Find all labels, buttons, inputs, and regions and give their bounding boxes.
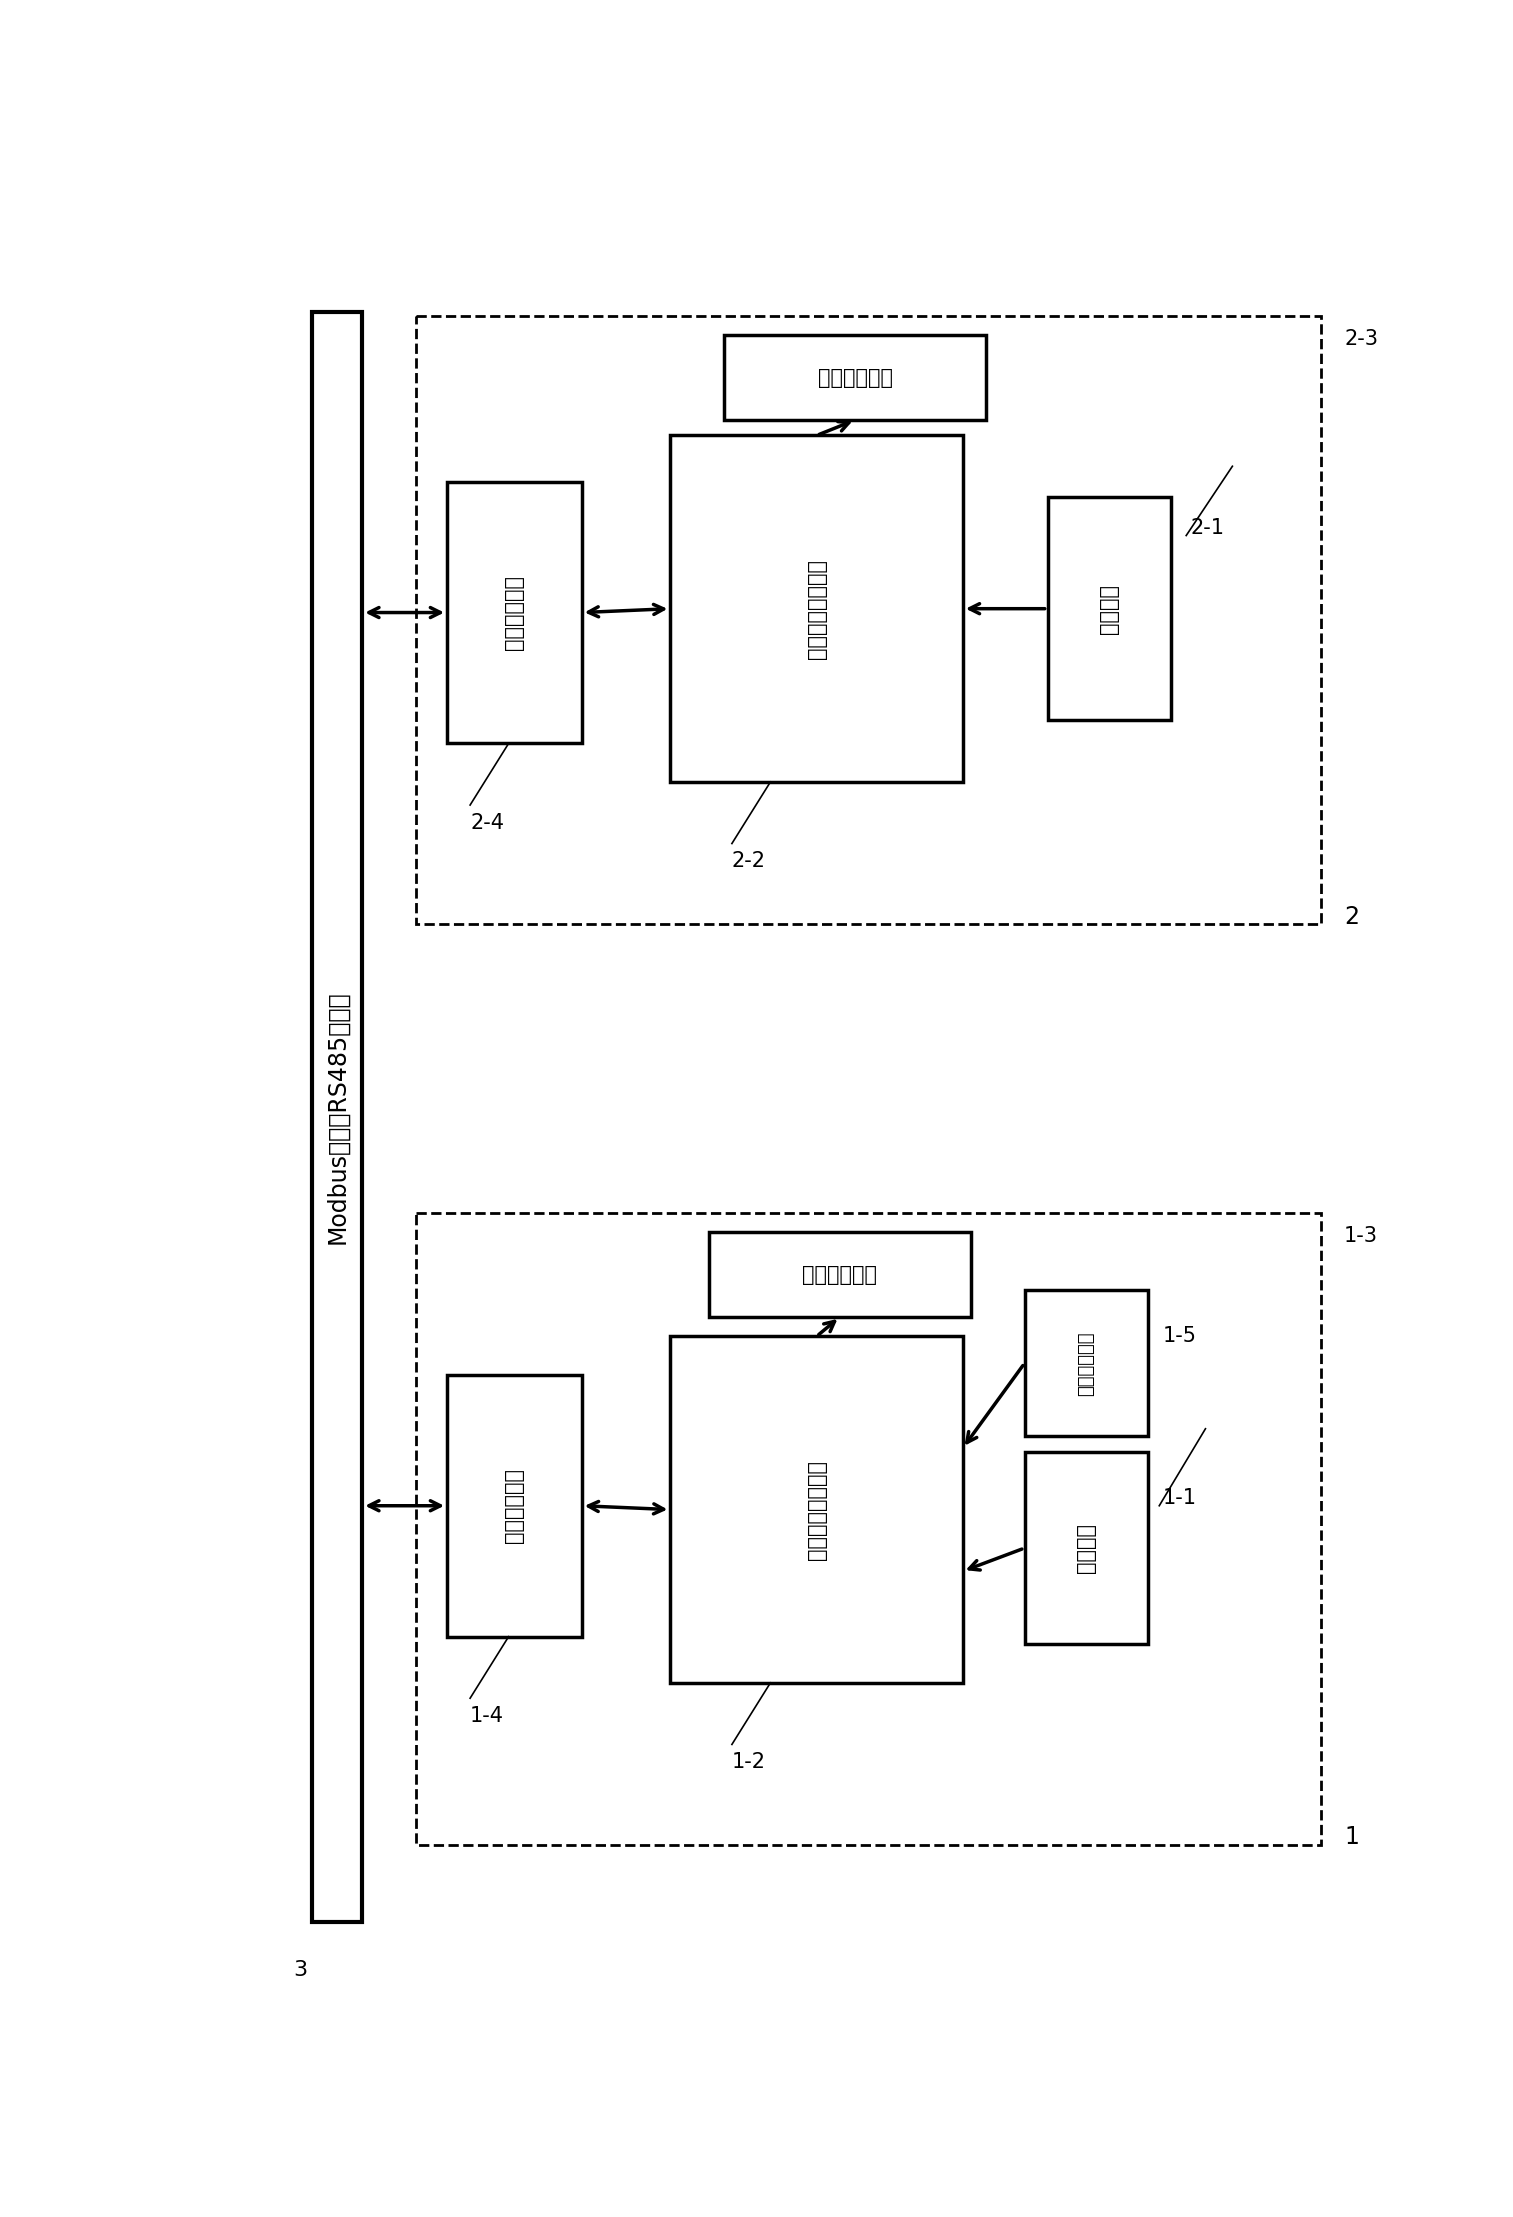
Bar <box>708 1233 971 1317</box>
Text: 1: 1 <box>1344 1825 1359 1849</box>
Text: 2: 2 <box>1344 905 1359 929</box>
Text: 1-1: 1-1 <box>1163 1488 1197 1508</box>
Text: 2-1: 2-1 <box>1191 519 1224 539</box>
Text: 第一微处理器单元: 第一微处理器单元 <box>806 1459 826 1559</box>
Text: 启动发送按鈕: 启动发送按鈕 <box>1077 1330 1095 1394</box>
Bar <box>416 1213 1321 1845</box>
Bar <box>670 1337 962 1683</box>
Bar <box>446 1375 583 1636</box>
Text: 1-2: 1-2 <box>732 1751 766 1771</box>
Text: 2-2: 2-2 <box>732 851 766 871</box>
Text: Modbus总线（RS485总线）: Modbus总线（RS485总线） <box>325 991 350 1244</box>
Bar <box>312 313 362 1922</box>
Bar <box>1024 1290 1148 1437</box>
Text: 第二显示单元: 第二显示单元 <box>817 368 893 388</box>
Bar <box>670 435 962 783</box>
Text: 第二微处理器单元: 第二微处理器单元 <box>806 559 826 658</box>
Text: 1-5: 1-5 <box>1163 1326 1197 1346</box>
Text: 3: 3 <box>294 1960 307 1980</box>
Text: 1-3: 1-3 <box>1344 1226 1378 1246</box>
Text: 1-4: 1-4 <box>471 1705 504 1727</box>
Text: 第一通信单元: 第一通信单元 <box>504 1468 525 1543</box>
Bar <box>725 335 986 419</box>
Text: 2-4: 2-4 <box>471 814 504 834</box>
Bar <box>1024 1452 1148 1645</box>
Bar <box>446 481 583 743</box>
Text: 第二键盘: 第二键盘 <box>1100 583 1120 634</box>
Text: 第一显示单元: 第一显示单元 <box>802 1264 878 1284</box>
Text: 2-3: 2-3 <box>1344 328 1378 350</box>
Bar <box>416 317 1321 924</box>
Text: 第一键盘: 第一键盘 <box>1076 1523 1095 1574</box>
Bar <box>1047 497 1171 721</box>
Text: 第二通信单元: 第二通信单元 <box>504 574 525 650</box>
